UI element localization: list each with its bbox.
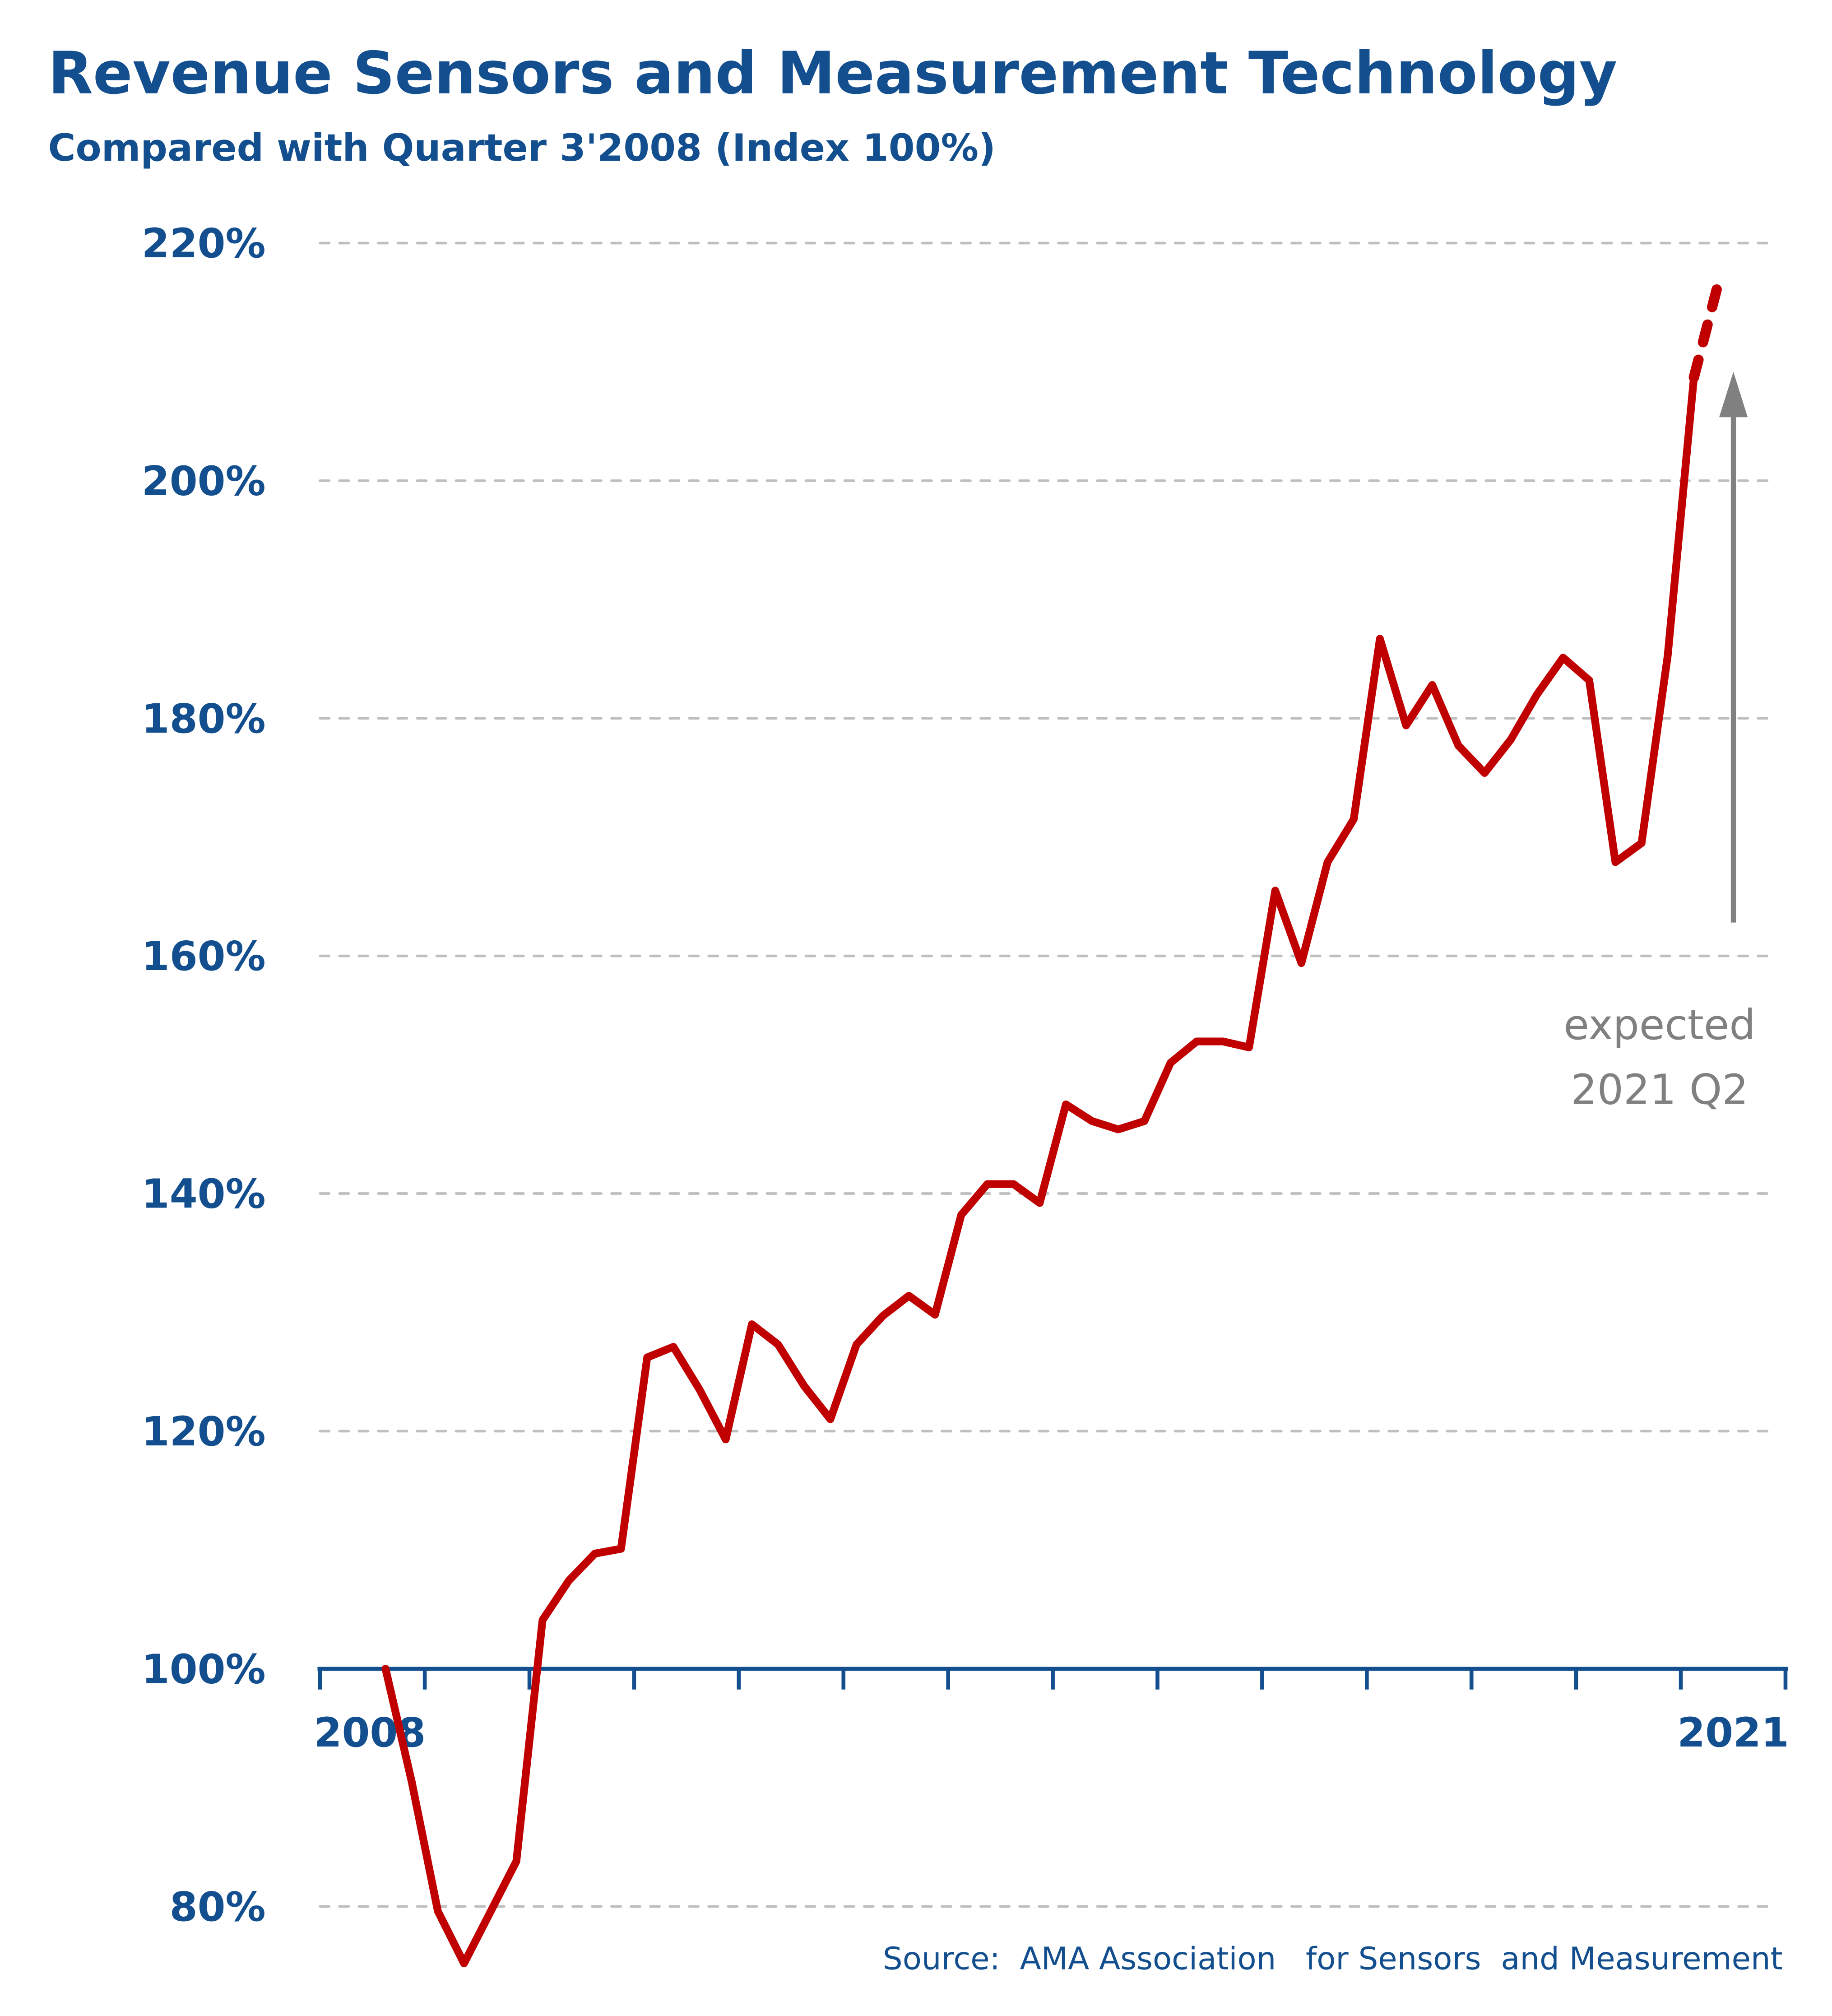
annotation-quarter: 2021 Q2	[1571, 1065, 1749, 1114]
y-tick-label: 220%	[142, 220, 266, 267]
data-point	[987, 1184, 988, 1185]
series-line	[381, 373, 1698, 1968]
y-tick-label: 140%	[142, 1171, 266, 1217]
expected-arrow	[1719, 372, 1748, 923]
x-tick-label: 2008	[314, 1709, 426, 1756]
source-note: Source: AMA Association for Sensors and …	[883, 1941, 1783, 1977]
arrow-head-icon	[1719, 372, 1748, 418]
data-point	[1458, 745, 1459, 746]
data-point	[778, 1344, 779, 1345]
y-tick-label: 120%	[142, 1408, 266, 1455]
chart-subtitle: Compared with Quarter 3'2008 (Index 100%…	[48, 126, 996, 170]
x-tick-label: 2021	[1677, 1709, 1789, 1756]
y-tick-label: 180%	[142, 695, 266, 742]
expected-segment	[1688, 271, 1725, 383]
y-tick-label: 160%	[142, 933, 266, 980]
chart-title: Revenue Sensors and Measurement Technolo…	[48, 40, 1617, 107]
data-point	[1013, 1184, 1014, 1185]
annotation-expected: expected	[1563, 1001, 1755, 1049]
data-point	[490, 1912, 491, 1913]
data-point	[647, 1357, 648, 1358]
data-point	[1720, 276, 1721, 277]
data-point	[856, 1344, 857, 1345]
data-point	[1589, 680, 1590, 681]
y-tick-label: 200%	[142, 457, 266, 504]
y-tick-label: 100%	[142, 1645, 266, 1692]
y-tick-label: 80%	[170, 1883, 266, 1930]
data-point	[516, 1861, 517, 1862]
